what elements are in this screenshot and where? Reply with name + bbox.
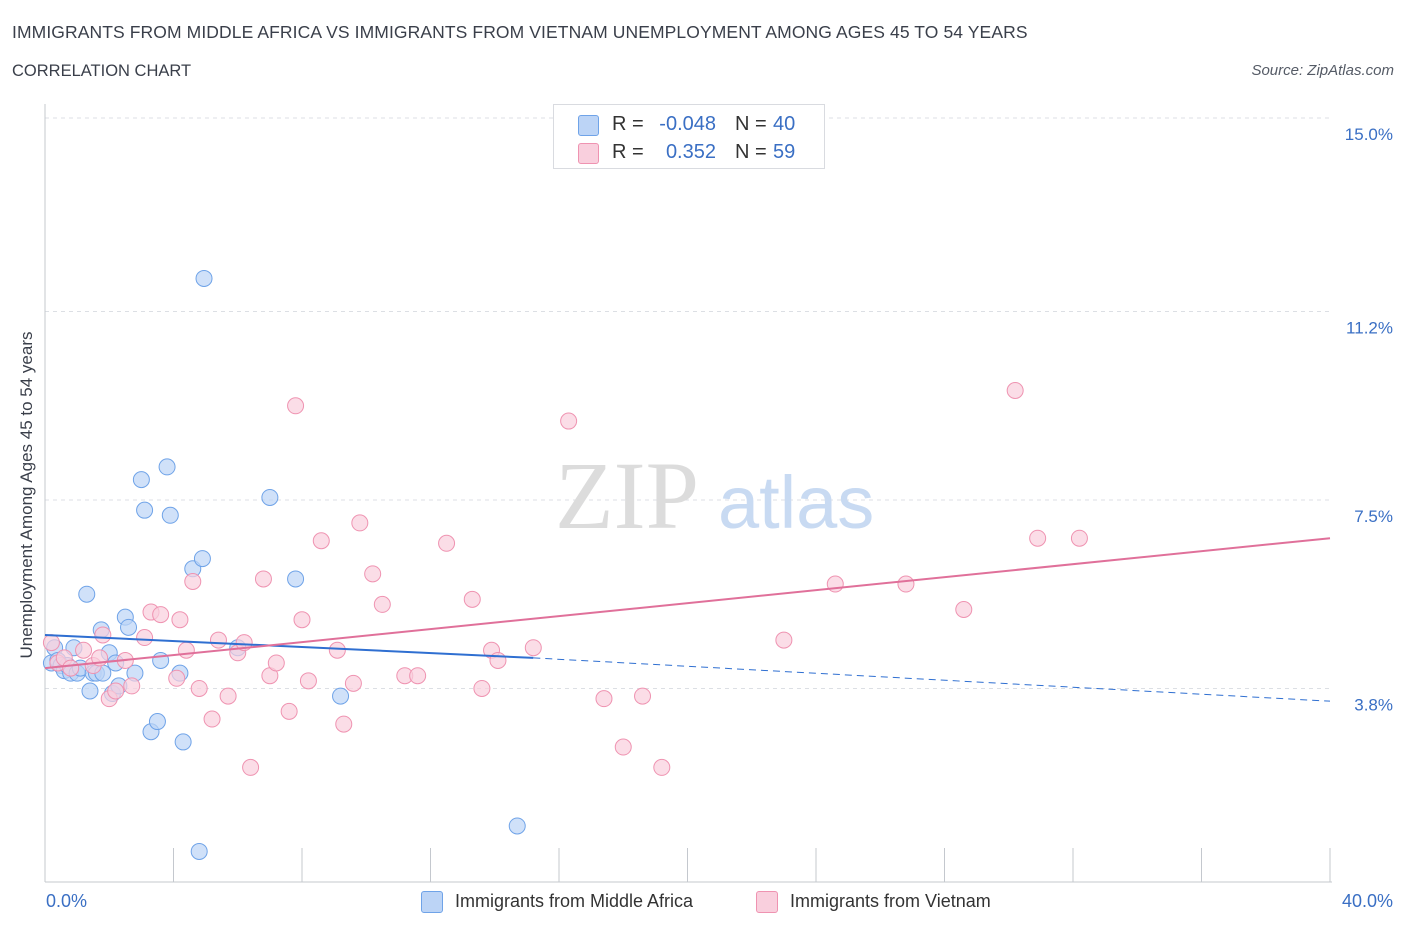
data-points — [42, 269, 1088, 860]
point-middle-africa — [193, 550, 211, 568]
point-vietnam — [209, 631, 227, 649]
point-vietnam — [107, 682, 125, 700]
stats-box: R = -0.048 N = 40 R = 0.352 N = 59 — [553, 104, 825, 169]
point-vietnam — [123, 677, 141, 695]
point-middle-africa — [190, 842, 208, 860]
point-vietnam — [335, 715, 353, 733]
point-middle-africa — [195, 269, 213, 287]
point-vietnam — [438, 534, 456, 552]
point-middle-africa — [261, 488, 279, 506]
legend-label: Immigrants from Vietnam — [790, 891, 991, 911]
y-tick-label: 15.0% — [1345, 125, 1393, 144]
y-tick-label: 3.8% — [1354, 695, 1393, 714]
point-vietnam — [634, 687, 652, 705]
point-vietnam — [177, 641, 195, 659]
watermark-atlas: atlas — [718, 461, 874, 544]
point-middle-africa — [508, 817, 526, 835]
point-middle-africa — [148, 713, 166, 731]
point-vietnam — [219, 687, 237, 705]
point-vietnam — [775, 631, 793, 649]
point-vietnam — [94, 626, 112, 644]
point-vietnam — [267, 654, 285, 672]
point-vietnam — [1070, 529, 1088, 547]
stats-swatch-vietnam — [578, 143, 599, 164]
n-value: 40 — [773, 113, 796, 135]
trend-line-vietnam — [44, 537, 1331, 670]
point-vietnam — [152, 606, 170, 624]
trend-line-middle-africa — [44, 633, 534, 659]
point-vietnam — [1006, 381, 1024, 399]
point-vietnam — [344, 674, 362, 692]
point-vietnam — [171, 611, 189, 629]
point-vietnam — [328, 641, 346, 659]
point-middle-africa — [287, 570, 305, 588]
y-tick-label: 7.5% — [1354, 507, 1393, 526]
r-label: R = — [612, 113, 644, 135]
point-vietnam — [1029, 529, 1047, 547]
point-vietnam — [463, 590, 481, 608]
point-middle-africa — [132, 471, 150, 489]
y-tick-label: 11.2% — [1346, 319, 1393, 338]
point-vietnam — [136, 629, 154, 647]
point-middle-africa — [158, 458, 176, 476]
x-tick-label: 40.0% — [1342, 891, 1393, 911]
point-vietnam — [364, 565, 382, 583]
legend-swatch-vietnam — [756, 891, 778, 913]
point-vietnam — [373, 595, 391, 613]
trend-line-middle-africa-extrapolated — [533, 657, 1331, 702]
r-value: 0.352 — [665, 141, 716, 163]
y-axis-label: Unemployment Among Ages 45 to 54 years — [17, 331, 36, 659]
point-vietnam — [897, 575, 915, 593]
tick-labels: 3.8% 7.5% 11.2% 15.0% 0.0% 40.0% — [46, 125, 1393, 911]
point-middle-africa — [78, 585, 96, 603]
point-vietnam — [312, 532, 330, 550]
point-vietnam — [203, 710, 221, 728]
point-vietnam — [955, 601, 973, 619]
n-label: N = — [735, 113, 767, 135]
point-vietnam — [62, 659, 80, 677]
trend-lines — [44, 537, 1331, 702]
point-vietnam — [242, 758, 260, 776]
point-vietnam — [190, 679, 208, 697]
legend-swatch-middle-africa — [421, 891, 443, 913]
point-vietnam — [614, 738, 632, 756]
point-vietnam — [168, 669, 186, 687]
point-vietnam — [75, 641, 93, 659]
axes — [44, 104, 1332, 883]
source-label: Source: ZipAtlas.com — [1251, 62, 1394, 79]
chart-title: IMMIGRANTS FROM MIDDLE AFRICA VS IMMIGRA… — [12, 22, 1028, 42]
watermark: ZIP atlas — [555, 442, 874, 549]
point-vietnam — [280, 702, 298, 720]
point-vietnam — [351, 514, 369, 532]
point-vietnam — [254, 570, 272, 588]
point-vietnam — [489, 651, 507, 669]
r-label: R = — [612, 141, 644, 163]
point-vietnam — [595, 690, 613, 708]
point-vietnam — [184, 572, 202, 590]
point-vietnam — [524, 639, 542, 657]
watermark-zip: ZIP — [555, 442, 699, 549]
n-label: N = — [735, 141, 767, 163]
point-middle-africa — [136, 501, 154, 519]
point-vietnam — [409, 667, 427, 685]
point-middle-africa — [174, 733, 192, 751]
point-vietnam — [42, 634, 60, 652]
point-vietnam — [560, 412, 578, 430]
point-vietnam — [299, 672, 317, 690]
x-tick-label: 0.0% — [46, 891, 87, 911]
legend-label: Immigrants from Middle Africa — [455, 891, 694, 911]
chart-subtitle: CORRELATION CHART — [12, 62, 192, 80]
n-value: 59 — [773, 141, 796, 163]
r-value: -0.048 — [659, 113, 716, 135]
point-middle-africa — [161, 506, 179, 524]
point-middle-africa — [81, 682, 99, 700]
point-middle-africa — [332, 687, 350, 705]
point-vietnam — [287, 397, 305, 415]
point-vietnam — [473, 679, 491, 697]
point-vietnam — [293, 611, 311, 629]
point-middle-africa — [120, 618, 138, 636]
stats-swatch-middle-africa — [578, 115, 599, 136]
point-vietnam — [653, 758, 671, 776]
